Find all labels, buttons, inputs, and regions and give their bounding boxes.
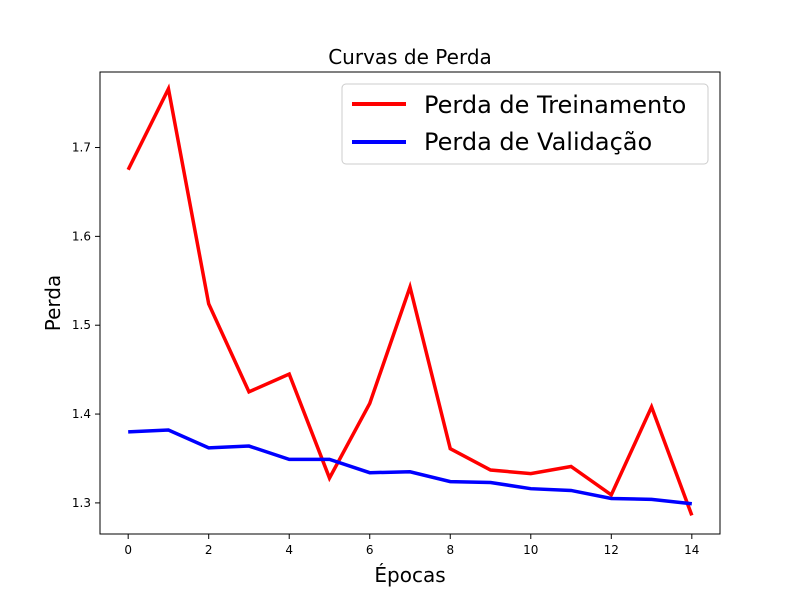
legend: Perda de Treinamento Perda de Validação: [341, 83, 709, 165]
x-axis-label: Épocas: [374, 563, 445, 587]
y-tick-label: 1.7: [72, 141, 91, 155]
x-tick-label: 8: [446, 543, 454, 557]
y-tick-label: 1.6: [72, 229, 91, 243]
x-tick-label: 14: [684, 543, 699, 557]
x-tick-label: 0: [124, 543, 132, 557]
plot-area: [99, 71, 721, 535]
legend-box: [341, 83, 709, 165]
y-tick-label: 1.4: [72, 407, 91, 421]
series-layer: [126, 83, 694, 516]
x-tick-label: 6: [366, 543, 374, 557]
x-axis-ticks: 0 2 4 6 8 10 12 14: [124, 534, 699, 557]
x-tick-label: 2: [205, 543, 213, 557]
axes-frame: [99, 71, 721, 535]
x-tick-label: 12: [604, 543, 619, 557]
y-axis-ticks: 1.3 1.4 1.5 1.6 1.7: [72, 141, 100, 510]
y-tick-label: 1.3: [72, 496, 91, 510]
legend-label-validation: Perda de Validação: [424, 128, 652, 156]
validation-loss-line: [128, 428, 693, 506]
chart-title: Curvas de Perda: [328, 45, 492, 69]
y-tick-label: 1.5: [72, 318, 91, 332]
y-axis-label: Perda: [41, 275, 65, 331]
x-tick-label: 4: [285, 543, 293, 557]
legend-label-training: Perda de Treinamento: [424, 91, 686, 119]
training-loss-line: [126, 83, 694, 516]
x-tick-label: 10: [523, 543, 538, 557]
